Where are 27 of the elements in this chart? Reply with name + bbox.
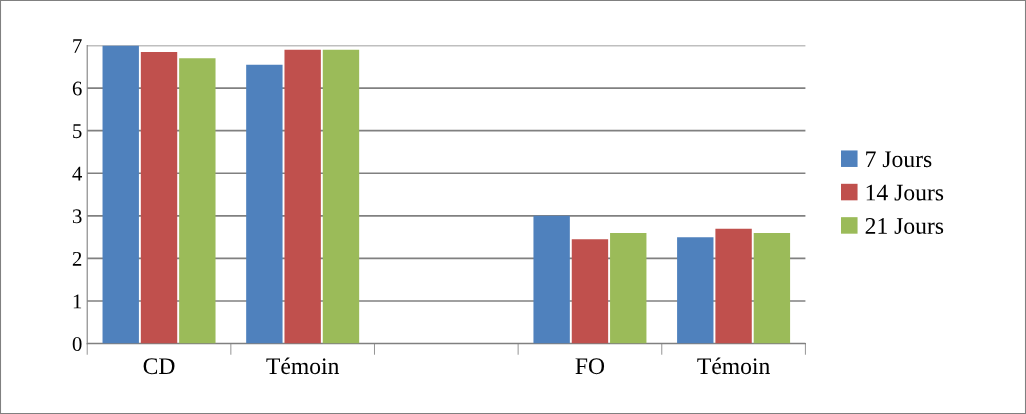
bar: [140, 51, 178, 344]
bar: [284, 49, 321, 344]
bar: [715, 228, 752, 344]
x-tick-label: Témoin: [266, 357, 340, 375]
bar: [102, 45, 139, 344]
bar: [677, 237, 714, 344]
bar: [753, 232, 791, 344]
legend-label: 7 Jours: [866, 151, 932, 168]
bar: [571, 239, 609, 344]
y-tick-label: 2: [72, 251, 82, 266]
y-tick-label: 4: [72, 166, 83, 181]
legend-label: 21 Jours: [865, 218, 944, 234]
x-tick-label: FO: [575, 358, 605, 375]
bar: [322, 49, 360, 344]
bar: [610, 232, 647, 344]
y-tick-label: 1: [73, 294, 82, 309]
y-tick-label: 5: [73, 124, 82, 139]
bar: [179, 58, 216, 344]
y-tick-label: 3: [72, 209, 82, 224]
legend-label: 14 Jours: [866, 184, 944, 201]
bar: [246, 64, 283, 344]
x-tick-label: Témoin: [697, 357, 770, 375]
y-tick-label: 7: [73, 39, 82, 53]
x-tick-label: CD: [143, 358, 175, 375]
bar: [533, 215, 570, 344]
y-tick-label: 6: [72, 81, 82, 96]
y-tick-label: 0: [72, 336, 82, 352]
